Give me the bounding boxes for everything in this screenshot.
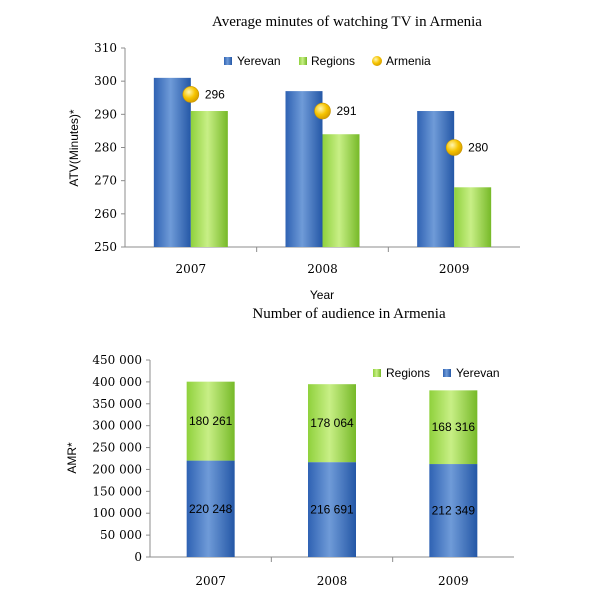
- x-tick-label: 2007: [176, 262, 207, 276]
- legend-label-yerevan: Yerevan: [237, 54, 281, 68]
- y-tick-label: 300 000: [92, 419, 142, 433]
- bar-yerevan: [186, 460, 235, 557]
- legend-label-regions: Regions: [311, 54, 355, 68]
- bar-yerevan: [429, 464, 478, 557]
- legend-marker-armenia: [372, 56, 382, 66]
- x-tick-label: 2009: [439, 262, 470, 276]
- data-label-yerevan: 220 248: [189, 502, 233, 516]
- y-tick-label: 290: [94, 107, 117, 121]
- legend-label-armenia: Armenia: [386, 54, 431, 68]
- marker-armenia: [182, 86, 200, 103]
- x-axis-label: Year: [310, 288, 334, 302]
- x-tick-label: 2007: [195, 574, 226, 588]
- data-label-regions: 178 064: [310, 416, 354, 430]
- y-tick-label: 300: [94, 74, 117, 88]
- bar-regions: [308, 384, 356, 463]
- bar-yerevan: [417, 111, 455, 248]
- bar-yerevan: [153, 77, 191, 247]
- chart-title: Average minutes of watching TV in Armeni…: [212, 14, 482, 30]
- legend-label-regions: Regions: [386, 366, 430, 380]
- legend-swatch-yerevan: [224, 57, 232, 65]
- y-tick-label: 270: [94, 174, 117, 188]
- legend: Regions Yerevan: [373, 366, 500, 380]
- bar-regions: [454, 187, 492, 247]
- bar-yerevan: [308, 462, 356, 557]
- y-tick-label: 50 000: [100, 528, 142, 542]
- data-label-yerevan: 216 691: [310, 503, 354, 517]
- y-tick-label: 200 000: [92, 462, 142, 476]
- legend-swatch-regions: [373, 369, 381, 377]
- bar-yerevan: [285, 91, 323, 247]
- data-label-armenia: 296: [205, 87, 225, 101]
- data-label-armenia: 291: [337, 104, 357, 118]
- y-tick-label: 0: [134, 550, 142, 564]
- bar-regions: [322, 134, 360, 247]
- y-axis-label: ATV(Minutes)*: [67, 109, 81, 186]
- x-tick-label: 2008: [317, 574, 348, 588]
- bar-regions: [190, 111, 228, 248]
- legend: Yerevan Regions Armenia: [224, 54, 431, 68]
- y-tick-label: 250: [94, 240, 117, 254]
- chart-atv: Average minutes of watching TV in Armeni…: [67, 14, 520, 302]
- legend-swatch-yerevan: [443, 369, 451, 377]
- y-tick-label: 150 000: [92, 484, 142, 498]
- data-label-armenia: 280: [468, 141, 488, 155]
- y-tick-label: 250 000: [92, 441, 142, 455]
- data-label-regions: 180 261: [189, 414, 233, 428]
- chart-title: Number of audience in Armenia: [252, 306, 446, 322]
- legend-swatch-regions: [299, 57, 307, 65]
- y-tick-label: 450 000: [92, 353, 142, 367]
- y-tick-label: 100 000: [92, 506, 142, 520]
- y-tick-label: 260: [94, 207, 117, 221]
- data-label-regions: 168 316: [432, 420, 476, 434]
- marker-armenia: [314, 102, 331, 120]
- y-tick-label: 400 000: [92, 375, 142, 389]
- legend-label-yerevan: Yerevan: [456, 366, 500, 380]
- chart-amr: Number of audience in Armenia AMR* 0 50 0…: [65, 306, 514, 588]
- y-tick-label: 350 000: [92, 397, 142, 411]
- y-tick-label: 280: [94, 141, 117, 155]
- data-label-yerevan: 212 349: [432, 504, 476, 518]
- x-tick-label: 2009: [438, 574, 469, 588]
- y-axis-label: AMR*: [65, 442, 79, 474]
- marker-armenia: [445, 139, 463, 156]
- bar-regions: [186, 381, 235, 461]
- y-tick-label: 310: [94, 41, 117, 55]
- bar-regions: [429, 390, 478, 465]
- x-tick-label: 2008: [307, 262, 338, 276]
